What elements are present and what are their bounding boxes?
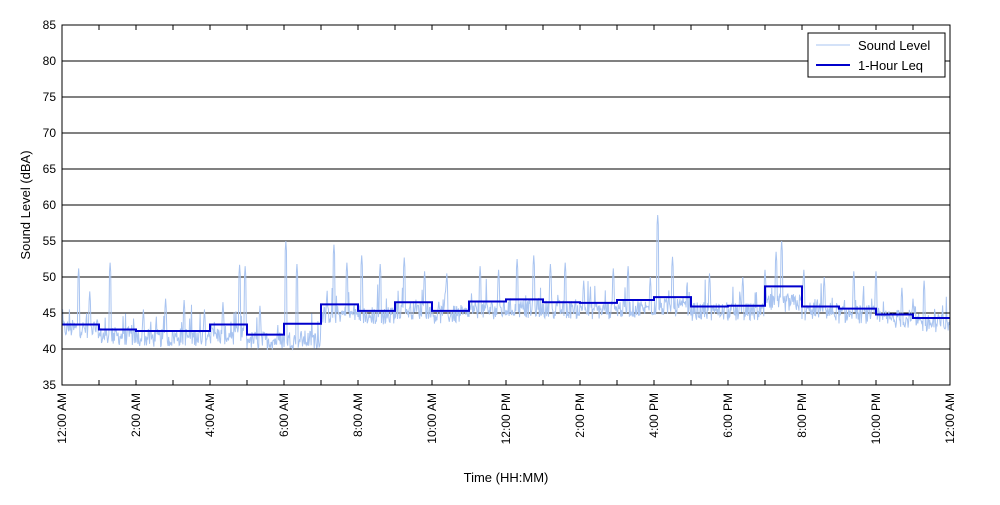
y-tick-label: 85 — [43, 18, 57, 32]
x-tick-label: 8:00 PM — [795, 393, 809, 438]
grid-layer — [62, 60, 950, 350]
x-tick-label: 4:00 AM — [203, 393, 217, 437]
y-axis-label: Sound Level (dBA) — [18, 150, 33, 259]
x-tick-label: 6:00 AM — [277, 393, 291, 437]
series-layer — [61, 215, 951, 351]
legend: Sound Level 1-Hour Leq — [807, 32, 946, 78]
y-tick-label: 75 — [43, 90, 57, 104]
x-tick-label: 12:00 PM — [499, 393, 513, 444]
series-1-hour-leq-line — [62, 285, 950, 336]
x-tick-label: 6:00 PM — [721, 393, 735, 438]
x-tick-label: 2:00 PM — [573, 393, 587, 438]
y-tick-label: 60 — [43, 198, 57, 212]
y-tick-label: 70 — [43, 126, 57, 140]
x-tick-label: 8:00 AM — [351, 393, 365, 437]
y-tick-label: 50 — [43, 270, 57, 284]
y-tick-label: 40 — [43, 342, 57, 356]
x-axis-label: Time (HH:MM) — [464, 470, 549, 485]
series-sound-level-line — [61, 215, 951, 351]
y-tick-label: 65 — [43, 162, 57, 176]
x-tick-label: 12:00 AM — [943, 393, 957, 444]
x-tick-label: 10:00 AM — [425, 393, 439, 444]
x-tick-label: 4:00 PM — [647, 393, 661, 438]
x-tick-label: 12:00 AM — [55, 393, 69, 444]
x-tick-label: 10:00 PM — [869, 393, 883, 444]
y-tick-label: 45 — [43, 306, 57, 320]
y-tick-label: 80 — [43, 54, 57, 68]
y-tick-label: 55 — [43, 234, 57, 248]
legend-label: Sound Level — [858, 38, 930, 53]
x-tick-label: 2:00 AM — [129, 393, 143, 437]
y-tick-label: 35 — [43, 378, 57, 392]
legend-box — [807, 32, 946, 78]
axis-layer: 35 40 45 50 55 60 65 70 75 80 85 12:00 AM 2:00 AM 4:0… — [43, 18, 957, 444]
legend-label: 1-Hour Leq — [858, 58, 923, 73]
